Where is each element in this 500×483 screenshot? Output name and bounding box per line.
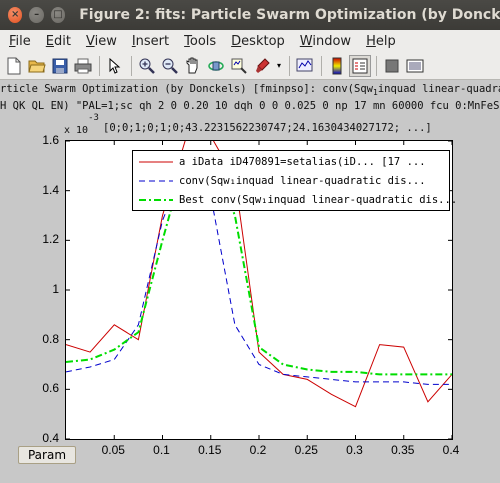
y-tick-label: 1.6 (42, 133, 59, 147)
x-tick-label: 0.3 (346, 443, 363, 457)
x-tick-label: 0.25 (294, 443, 318, 457)
menu-bar: File Edit View Insert Tools Desktop Window Help (0, 30, 500, 52)
legend-entry-best: Best conv(Sqw₁inquad linear-quadratic di… (133, 191, 457, 209)
toolbar-separator (376, 55, 377, 76)
dock-icon (406, 59, 424, 72)
exponent-label: x 10-3 (64, 113, 99, 137)
open-file-icon (28, 60, 46, 72)
toolbar-separator (321, 55, 322, 76)
series-line-0 (66, 141, 452, 408)
brush-button[interactable] (251, 55, 273, 77)
close-icon: × (11, 9, 20, 20)
plot-canvas (66, 141, 452, 439)
param-button[interactable]: Param (18, 446, 76, 464)
window-title: Figure 2: fits: Particle Swarm Optimizat… (79, 7, 500, 23)
pointer-icon (109, 57, 121, 74)
data-cursor-button[interactable] (228, 55, 250, 77)
info-line-1: rticle Swarm Optimization (by Donckels) … (0, 83, 500, 98)
y-tick-label: 1 (52, 282, 59, 296)
legend-line-data (139, 161, 173, 163)
data-cursor-icon (231, 58, 247, 74)
x-tick-label: 0.2 (249, 443, 267, 457)
plot-legend[interactable]: a iData iD470891=setalias(iD... [17 ... … (132, 150, 457, 211)
pan-icon (186, 57, 198, 73)
menu-help[interactable]: Help (366, 33, 396, 49)
menu-file[interactable]: File (9, 33, 31, 49)
title-bar: × – □ Figure 2: fits: Particle Swarm Opt… (0, 0, 500, 30)
x-tick-label: 0.4 (442, 443, 460, 457)
minimize-window-button[interactable]: – (29, 7, 44, 23)
show-plot-tools-button[interactable] (404, 55, 426, 77)
x-tick-label: 0.15 (198, 443, 222, 457)
toolbar-separator (131, 55, 132, 76)
rotate-3d-button[interactable] (205, 55, 227, 77)
legend-line-model (139, 180, 173, 182)
new-figure-icon (7, 57, 21, 74)
x-tick-label: 0.05 (101, 443, 125, 457)
print-button[interactable] (72, 55, 94, 77)
legend-entry-data: a iData iD470891=setalias(iD... [17 ... (133, 153, 451, 171)
menu-desktop[interactable]: Desktop (231, 33, 285, 49)
y-tick-label: 1.4 (42, 182, 59, 197)
info-line-2: H QK QL EN) "PAL=1;sc qh 2 0 0.20 10 dqh… (0, 100, 500, 112)
colorbar-icon (332, 57, 342, 74)
series-line-2 (66, 149, 452, 376)
toolbar-separator (289, 55, 290, 76)
new-figure-button[interactable] (3, 55, 25, 77)
insert-legend-button[interactable] (349, 54, 371, 77)
legend-line-best (139, 199, 173, 201)
legend-label-data: a iData iD470891=setalias(iD... [17 ... (179, 156, 426, 168)
save-icon (52, 58, 68, 73)
maximize-icon: □ (53, 9, 63, 20)
rotate-icon (208, 60, 224, 71)
zoom-out-icon (162, 58, 178, 74)
save-button[interactable] (49, 55, 71, 77)
brush-dropdown[interactable]: ▾ (276, 61, 281, 70)
legend-label-model: conv(Sqw₁inquad linear-quadratic dis... (179, 175, 426, 187)
maximize-window-button[interactable]: □ (50, 7, 66, 23)
y-tick-label: 0.4 (42, 431, 59, 445)
link-icon (296, 58, 313, 71)
minimize-icon: – (34, 9, 40, 20)
info-line-3: [0;0;1;0;1;0;43.2231562230747;24.1630434… (103, 122, 432, 134)
y-tick-label: 0.6 (42, 381, 59, 396)
print-icon (74, 58, 92, 73)
series-line-1 (66, 159, 452, 385)
pan-button[interactable] (182, 55, 204, 77)
figure-toolbar: ▾ (0, 52, 500, 80)
legend-entry-model: conv(Sqw₁inquad linear-quadratic dis... (133, 172, 451, 190)
y-tick-label: 1.2 (42, 232, 59, 247)
zoom-in-button[interactable] (136, 55, 158, 77)
brush-icon (256, 57, 270, 73)
link-plot-button[interactable] (294, 55, 316, 77)
menu-edit[interactable]: Edit (45, 33, 71, 49)
menu-view[interactable]: View (85, 33, 117, 49)
edit-plot-button[interactable] (104, 55, 126, 77)
insert-colorbar-button[interactable] (326, 55, 348, 77)
close-window-button[interactable]: × (8, 7, 23, 23)
toolbar-separator (99, 55, 100, 76)
legend-icon (352, 58, 368, 73)
menu-window[interactable]: Window (299, 33, 352, 49)
menu-insert[interactable]: Insert (131, 33, 170, 49)
menu-tools[interactable]: Tools (184, 33, 217, 49)
hide-plot-tools-button[interactable] (381, 55, 403, 77)
zoom-in-icon (139, 58, 155, 74)
zoom-out-button[interactable] (159, 55, 181, 77)
open-file-button[interactable] (26, 55, 48, 77)
x-tick-label: 0.1 (153, 443, 170, 457)
x-tick-label: 0.35 (391, 443, 415, 457)
y-tick-label: 0.8 (42, 331, 59, 346)
legend-label-best: Best conv(Sqw₁inquad linear-quadratic di… (179, 194, 458, 206)
hide-tools-icon (385, 59, 399, 72)
